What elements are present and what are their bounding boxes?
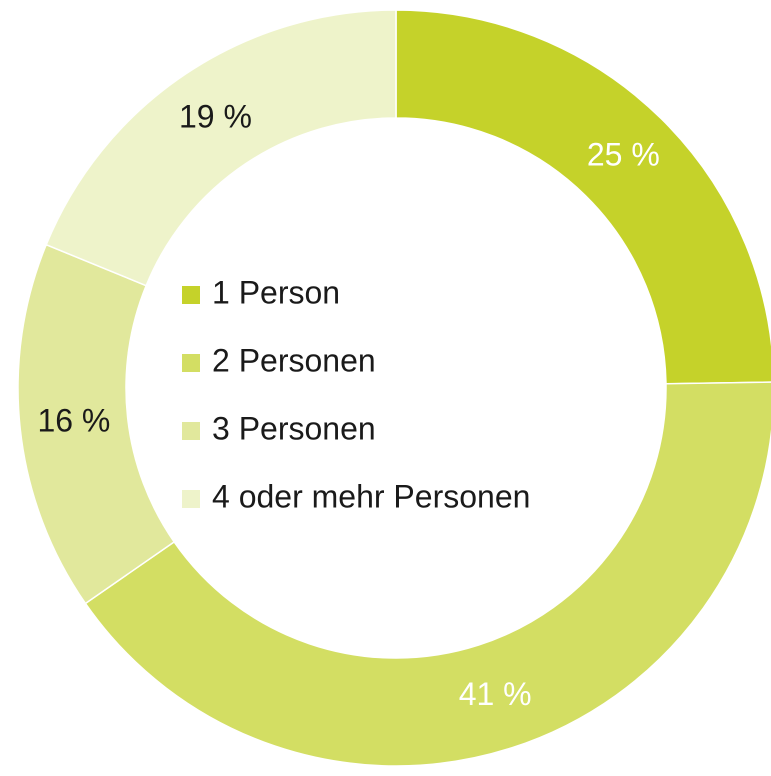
data-label: 41 % [459, 676, 532, 712]
data-label: 16 % [37, 403, 110, 439]
legend-label: 4 oder mehr Personen [212, 478, 530, 514]
legend-label: 1 Person [212, 274, 340, 310]
donut-slice [45, 9, 397, 287]
legend-swatch [182, 422, 200, 440]
donut-slice [395, 9, 771, 385]
legend-swatch [182, 354, 200, 372]
legend-label: 2 Personen [212, 342, 376, 378]
data-label: 19 % [179, 98, 252, 134]
legend-swatch [182, 490, 200, 508]
legend-label: 3 Personen [212, 410, 376, 446]
donut-slice [84, 381, 771, 767]
data-label: 25 % [587, 137, 660, 173]
legend-swatch [182, 286, 200, 304]
